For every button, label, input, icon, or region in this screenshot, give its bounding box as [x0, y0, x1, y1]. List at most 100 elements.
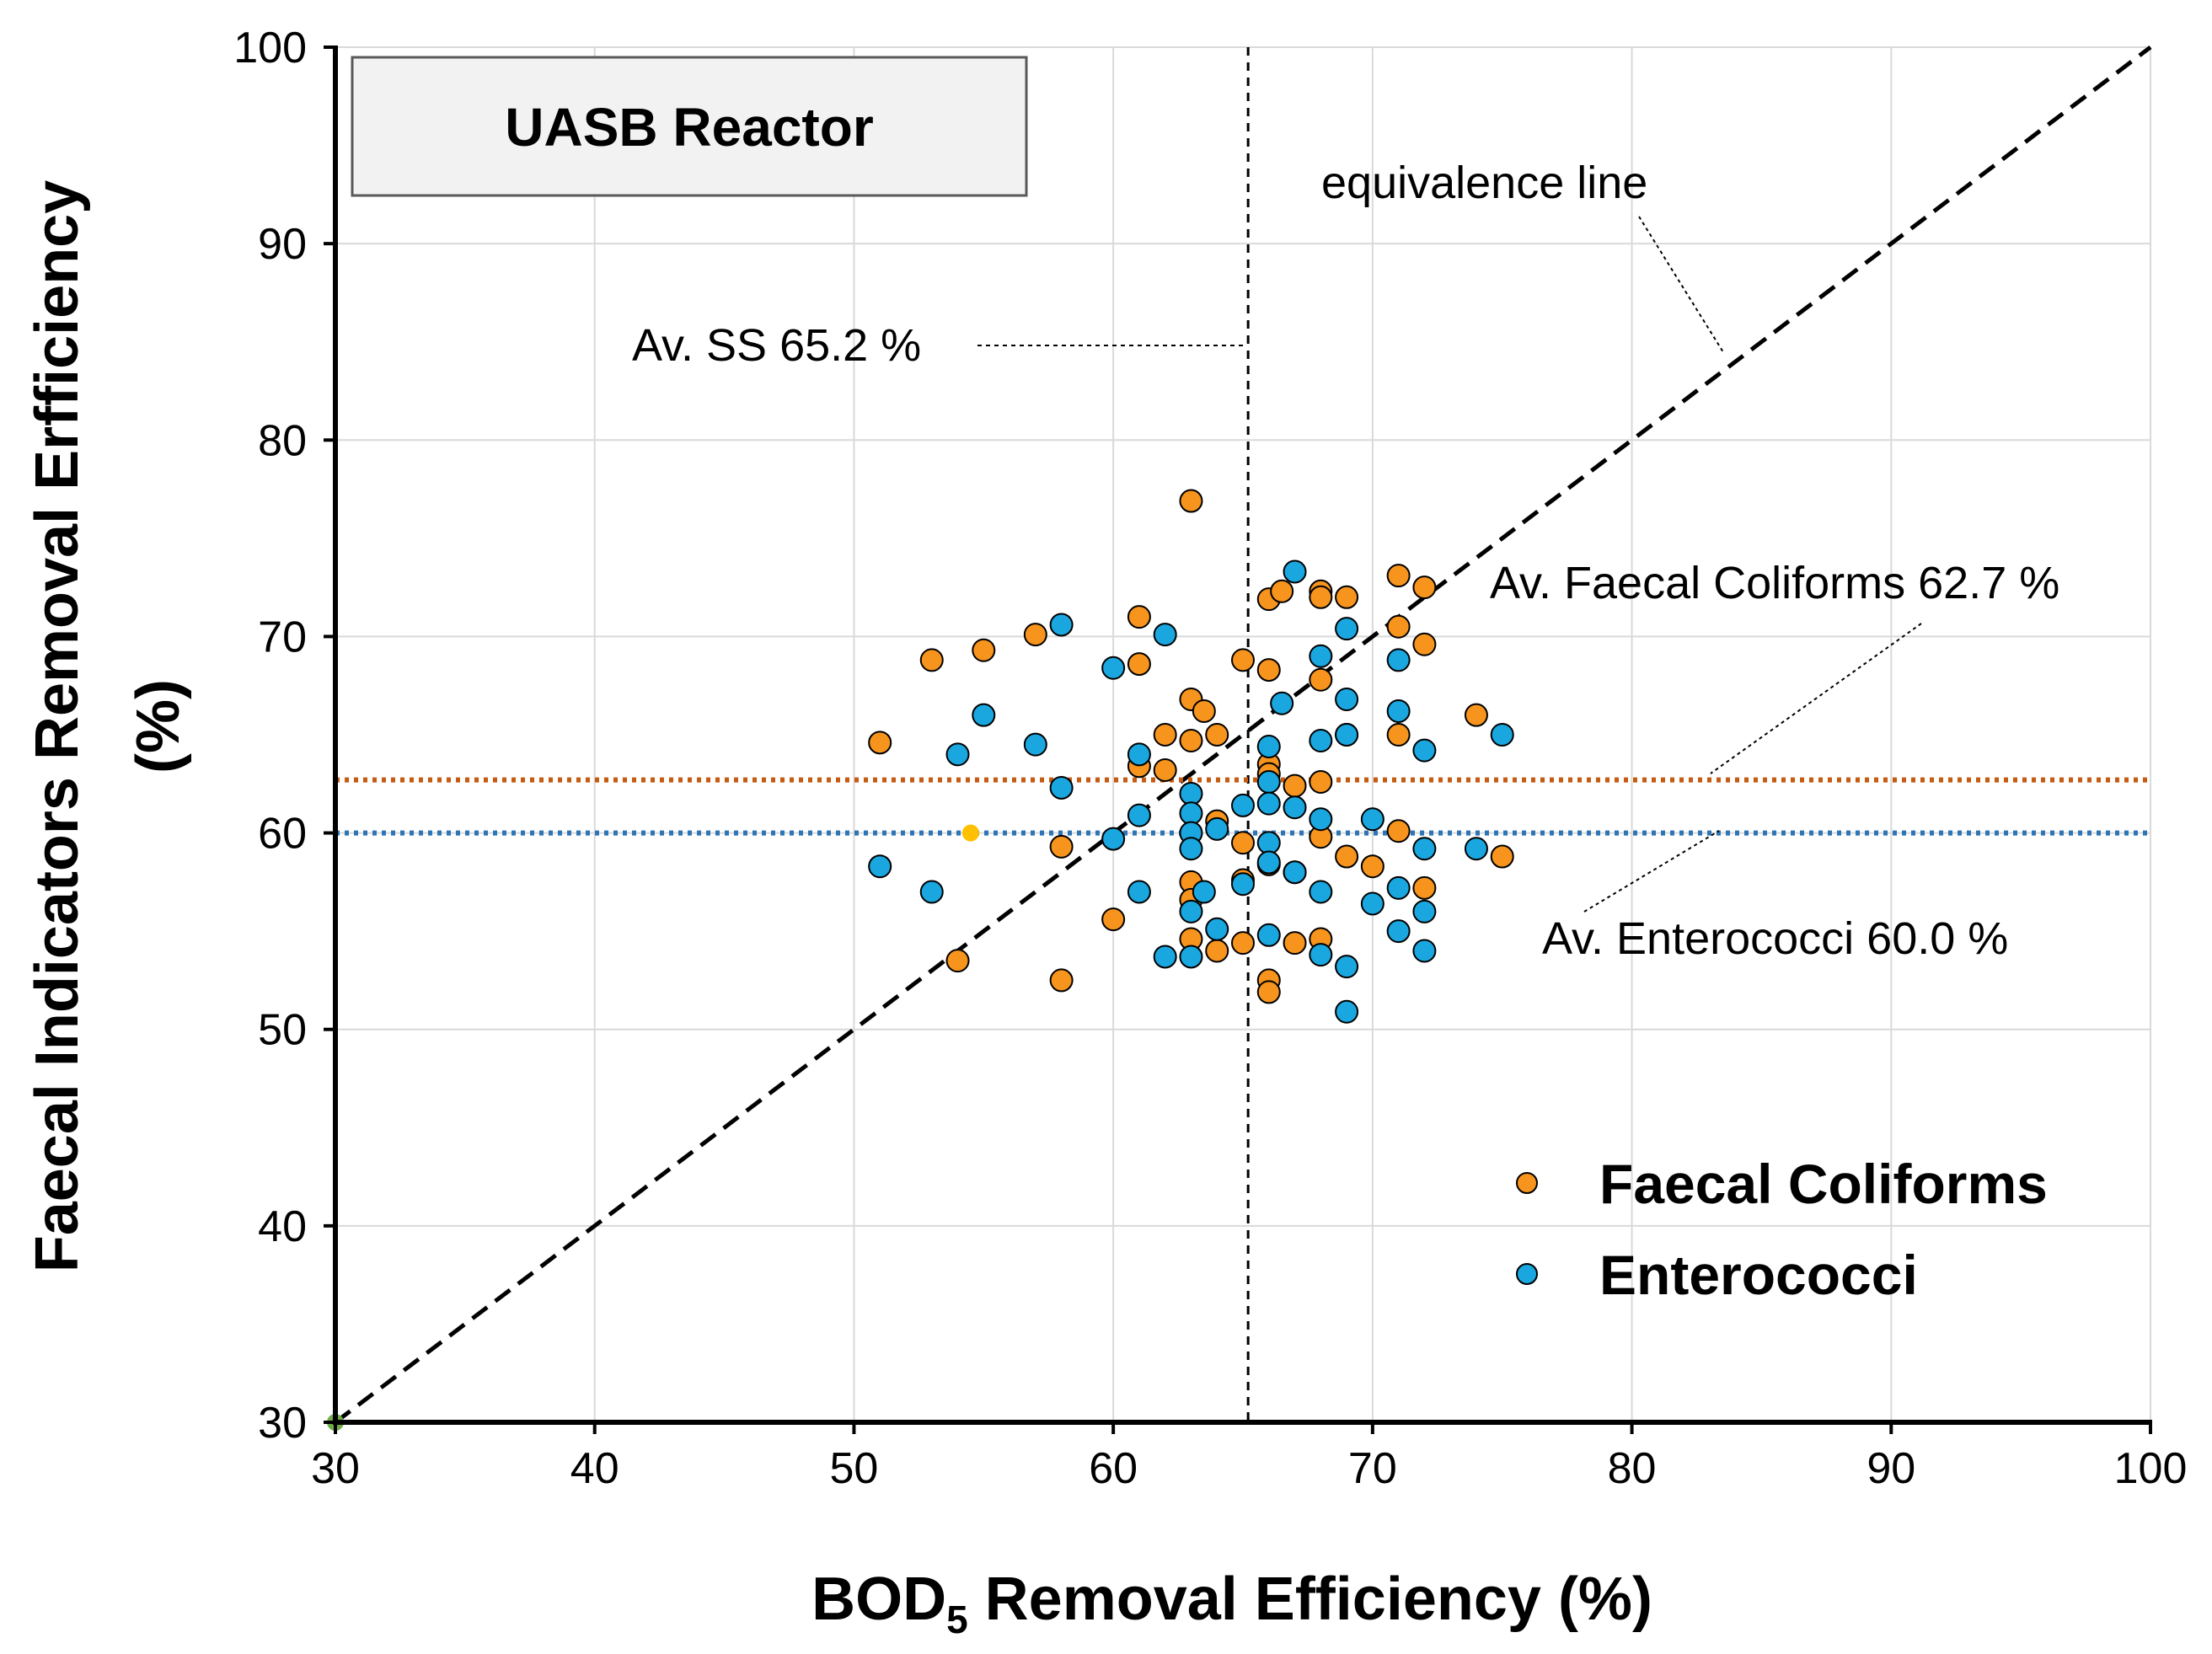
legend-label-faecal-coliforms: Faecal Coliforms: [1599, 1153, 2048, 1215]
enterococci-point: [1256, 791, 1281, 816]
enterococci-point: [1256, 850, 1281, 875]
enterococci-point: [972, 703, 996, 727]
faecal-coliforms-point: [1386, 819, 1411, 843]
faecal-coliforms-point: [1049, 834, 1074, 859]
legend: Faecal Coliforms Enterococci: [1516, 1153, 2048, 1306]
axes: [324, 45, 2152, 1434]
av-ent-leader: [1583, 830, 1720, 913]
series-enterococci: [868, 559, 1514, 1024]
reference-lines: [334, 45, 2152, 1424]
enterococci-point: [1412, 837, 1437, 861]
enterococci-point: [1386, 648, 1411, 672]
faecal-coliforms-point: [1412, 632, 1437, 656]
enterococci-point: [1309, 943, 1333, 967]
y-tick-label: 40: [258, 1202, 307, 1251]
av-ent-label: Av. Enterococci 60.0 %: [1542, 913, 2008, 964]
enterococci-point: [1412, 899, 1437, 923]
enterococci-point: [1270, 691, 1294, 715]
av-ss-label: Av. SS 65.2 %: [632, 320, 921, 371]
enterococci-point: [1179, 899, 1203, 923]
enterococci-point: [1360, 891, 1385, 916]
faecal-coliforms-point: [1205, 939, 1229, 963]
enterococci-point: [1256, 831, 1281, 855]
enterococci-point: [1309, 728, 1333, 752]
x-axis-title-main: BOD: [811, 1566, 946, 1633]
faecal-coliforms-point: [945, 949, 970, 973]
enterococci-point: [1412, 738, 1437, 763]
y-tick-label: 100: [233, 24, 307, 72]
enterococci-point: [1335, 955, 1359, 979]
faecal-coliforms-point: [1127, 652, 1151, 677]
av-fc-leader: [1710, 623, 1922, 774]
y-tick-label: 70: [258, 613, 307, 661]
enterococci-point: [1412, 939, 1437, 963]
enterococci-point: [1464, 837, 1488, 861]
enterococci-point: [919, 880, 944, 904]
enterococci-point: [1309, 644, 1333, 668]
faecal-coliforms-point: [1023, 623, 1047, 647]
enterococci-point: [1256, 734, 1281, 758]
x-tick-label: 60: [1089, 1444, 1138, 1493]
equivalence-line: [334, 45, 2152, 1424]
y-axis-title-line1: Faecal Indicators Removal Erfficiency: [24, 180, 91, 1273]
faecal-coliforms-point: [1049, 968, 1074, 993]
enterococci-point: [868, 854, 892, 879]
enterococci-point: [1192, 880, 1216, 904]
series-faecal-coliforms: [868, 489, 1514, 1004]
faecal-coliforms-point: [1205, 723, 1229, 747]
equivalence-leader: [1638, 216, 1724, 353]
faecal-coliforms-point: [1335, 585, 1359, 609]
enterococci-point: [1127, 742, 1151, 767]
faecal-coliforms-point: [1270, 579, 1294, 603]
x-tick-label: 100: [2114, 1444, 2188, 1493]
x-axis-title-subscript: 5: [946, 1598, 968, 1641]
y-tick-label: 30: [258, 1399, 307, 1448]
enterococci-point: [1179, 781, 1203, 806]
enterococci-point: [1205, 917, 1229, 941]
faecal-coliforms-point: [1360, 854, 1385, 879]
x-tick-label: 50: [830, 1444, 879, 1493]
enterococci-point: [1179, 945, 1203, 969]
faecal-coliforms-point: [1283, 931, 1307, 955]
enterococci-point: [1101, 827, 1126, 851]
enterococci-point: [1023, 732, 1047, 757]
faecal-coliforms-point: [1386, 614, 1411, 639]
faecal-coliforms-point: [972, 638, 996, 662]
faecal-coliforms-point: [1309, 585, 1333, 609]
enterococci-point: [1386, 699, 1411, 724]
enterococci-point: [1309, 807, 1333, 832]
x-tick-label: 30: [311, 1444, 360, 1493]
faecal-coliforms-point: [1153, 757, 1177, 782]
legend-label-enterococci: Enterococci: [1599, 1244, 1918, 1306]
faecal-coliforms-point: [1179, 728, 1203, 752]
enterococci-point: [1386, 919, 1411, 944]
faecal-coliforms-point: [1192, 699, 1216, 724]
enterococci-point: [1360, 807, 1385, 832]
enterococci-point: [1127, 803, 1151, 827]
faecal-coliforms-point: [1153, 723, 1177, 747]
av-fc-label: Av. Faecal Coliforms 62.7 %: [1490, 558, 2059, 608]
faecal-coliforms-point: [1127, 605, 1151, 629]
enterococci-point: [1386, 875, 1411, 900]
chart-title: UASB Reactor: [505, 97, 873, 158]
enterococci-point: [1153, 945, 1177, 969]
equivalence-label: equivalence line: [1321, 158, 1647, 208]
enterococci-point: [1205, 816, 1229, 841]
x-tick-label: 70: [1348, 1444, 1397, 1493]
enterococci-point: [1127, 880, 1151, 904]
faecal-coliforms-point: [1101, 907, 1126, 932]
enterococci-point: [1335, 723, 1359, 747]
y-tick-label: 90: [258, 220, 307, 269]
faecal-coliforms-point: [1490, 844, 1514, 869]
enterococci-point: [1153, 623, 1177, 647]
faecal-coliforms-point: [1179, 489, 1203, 513]
extra-markers: [327, 824, 979, 1431]
faecal-coliforms-point: [1231, 931, 1255, 955]
faecal-coliforms-point: [1309, 769, 1333, 794]
enterococci-point: [1335, 688, 1359, 712]
faecal-coliforms-point: [1256, 980, 1281, 1004]
faecal-coliforms-point: [1256, 658, 1281, 682]
legend-marker-faecal-coliforms: [1516, 1172, 1538, 1194]
grid-lines: [335, 46, 2151, 1422]
